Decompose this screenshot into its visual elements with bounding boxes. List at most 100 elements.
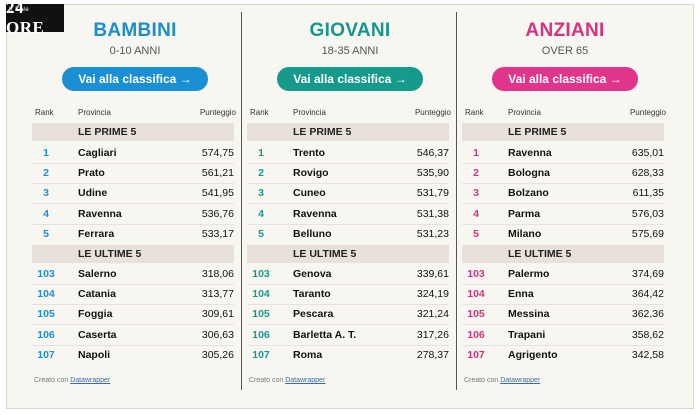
- table-row: 1 Trento 546,37: [245, 143, 453, 163]
- table-row: 1 Ravenna 635,01: [460, 143, 668, 163]
- rank-value: 1: [43, 147, 49, 159]
- score-value: 305,26: [201, 348, 234, 361]
- province-name: Genova: [293, 268, 332, 280]
- ranking-panel-giovani: GIOVANI 18-35 ANNI Vai alla classifica → Ra…: [245, 12, 455, 390]
- row-separator: [247, 304, 449, 306]
- rank-value: 4: [473, 207, 479, 220]
- row-separator: [462, 183, 664, 185]
- score-value: 309,61: [201, 308, 234, 321]
- column-header-province: Provincia: [293, 108, 326, 117]
- row-separator: [32, 203, 234, 205]
- column-header-rank: Rank: [250, 108, 269, 117]
- province-name: Barletta A. T.: [293, 328, 357, 341]
- rank-value: 3: [43, 187, 49, 200]
- province-name: Messina: [508, 308, 550, 321]
- rank-value: 104: [252, 288, 270, 301]
- credit-footer: Creato con Datawrapper: [249, 377, 325, 384]
- rank-value: 5: [258, 227, 264, 240]
- table-row: 107 Napoli 305,26: [30, 345, 238, 365]
- score-value: 531,38: [416, 207, 449, 220]
- rank-value: 5: [43, 227, 49, 240]
- view-ranking-button[interactable]: Vai alla classifica →: [62, 67, 208, 91]
- table-row: 3 Cuneo 531,79: [245, 183, 453, 203]
- row-separator: [247, 344, 449, 346]
- province-name: Trento: [293, 147, 326, 159]
- column-header-province: Provincia: [78, 108, 111, 117]
- score-value: 536,76: [201, 207, 234, 220]
- row-separator: [462, 203, 664, 205]
- table-row: 105 Pescara 321,24: [245, 304, 453, 324]
- score-value: 533,17: [201, 227, 234, 240]
- table-row: 103 Genova 339,61: [245, 264, 453, 284]
- rank-value: 107: [37, 348, 55, 361]
- group-header: LE PRIME 5: [247, 123, 449, 141]
- province-name: Ferrara: [78, 227, 115, 240]
- score-value: 339,61: [416, 268, 449, 280]
- column-divider: [456, 12, 457, 390]
- row-separator: [247, 183, 449, 185]
- credit-prefix: Creato con: [249, 377, 284, 384]
- row-separator: [247, 203, 449, 205]
- rank-value: 104: [467, 288, 485, 301]
- score-value: 531,79: [416, 187, 449, 200]
- score-value: 317,26: [416, 328, 449, 341]
- view-ranking-button[interactable]: Vai alla classifica →: [492, 67, 638, 91]
- column-divider: [241, 12, 242, 390]
- group-header: LE ULTIME 5: [247, 245, 449, 263]
- rank-value: 2: [473, 167, 479, 180]
- province-name: Roma: [293, 348, 323, 361]
- province-name: Ravenna: [508, 147, 552, 159]
- province-name: Prato: [78, 167, 105, 180]
- credit-footer: Creato con Datawrapper: [464, 377, 540, 384]
- province-name: Catania: [78, 288, 116, 301]
- rank-value: 103: [252, 268, 270, 280]
- rank-value: 105: [467, 308, 485, 321]
- row-separator: [462, 344, 664, 346]
- datawrapper-link[interactable]: Datawrapper: [500, 377, 541, 384]
- province-name: Belluno: [293, 227, 332, 240]
- ranking-panel-bambini: BAMBINI 0-10 ANNI Vai alla classifica → Ran…: [30, 12, 240, 390]
- score-value: 628,33: [631, 167, 664, 180]
- rank-value: 1: [258, 147, 264, 159]
- table-row: 107 Roma 278,37: [245, 345, 453, 365]
- column-header-score: Punteggio: [414, 108, 451, 117]
- panel-title: GIOVANI: [309, 20, 391, 41]
- column-header-score: Punteggio: [199, 108, 236, 117]
- row-separator: [462, 324, 664, 326]
- score-value: 358,62: [631, 328, 664, 341]
- table-row: 5 Belluno 531,23: [245, 224, 453, 244]
- table-row: 106 Trapani 358,62: [460, 325, 668, 345]
- score-value: 306,63: [201, 328, 234, 341]
- row-separator: [32, 304, 234, 306]
- datawrapper-link[interactable]: Datawrapper: [285, 377, 326, 384]
- view-ranking-button[interactable]: Vai alla classifica →: [277, 67, 423, 91]
- table-row: 4 Ravenna 536,76: [30, 204, 238, 224]
- panel-subtitle: 18-35 ANNI: [321, 45, 379, 57]
- table-row: 3 Udine 541,95: [30, 183, 238, 203]
- score-value: 546,37: [416, 147, 449, 159]
- rank-value: 104: [37, 288, 55, 301]
- score-value: 318,06: [201, 268, 234, 280]
- datawrapper-link[interactable]: Datawrapper: [70, 377, 111, 384]
- score-value: 541,95: [201, 187, 234, 200]
- table-row: 104 Enna 364,42: [460, 284, 668, 304]
- row-separator: [32, 163, 234, 164]
- score-value: 313,77: [201, 288, 234, 301]
- province-name: Trapani: [508, 328, 546, 341]
- score-value: 635,01: [631, 147, 664, 159]
- row-separator: [247, 223, 449, 225]
- table-row: 4 Parma 576,03: [460, 204, 668, 224]
- table-row: 104 Taranto 324,19: [245, 284, 453, 304]
- province-name: Ravenna: [78, 207, 122, 220]
- table-row: 106 Barletta A. T. 317,26: [245, 325, 453, 345]
- rank-value: 3: [473, 187, 479, 200]
- row-separator: [32, 324, 234, 326]
- rank-value: 2: [258, 167, 264, 180]
- province-name: Palermo: [508, 268, 550, 280]
- score-value: 611,35: [632, 187, 664, 200]
- row-separator: [462, 223, 664, 225]
- province-name: Taranto: [293, 288, 331, 301]
- table-row: 104 Catania 313,77: [30, 284, 238, 304]
- rank-value: 103: [37, 268, 55, 280]
- table-row: 103 Salerno 318,06: [30, 264, 238, 284]
